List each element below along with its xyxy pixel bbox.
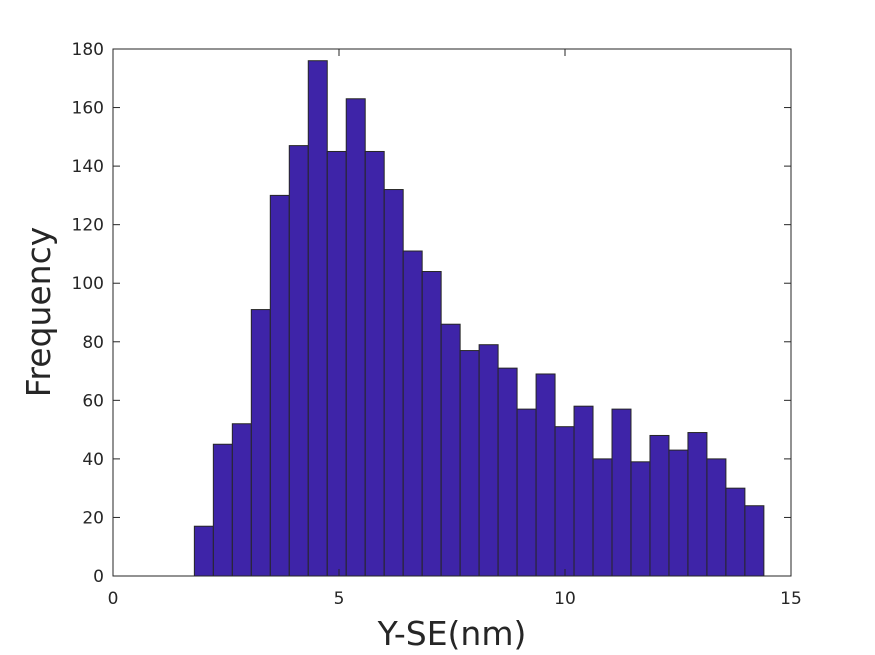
histogram-bar xyxy=(478,344,499,577)
y-axis-ticks: 0 20 40 60 80 100 120 140 160 180 xyxy=(72,40,791,587)
y-tick-label: 0 xyxy=(93,567,104,587)
histogram-bar xyxy=(592,458,613,577)
histogram-bar xyxy=(611,408,632,577)
bars-group xyxy=(193,60,765,577)
axes-frame xyxy=(112,48,792,577)
y-axis-label: Frequency xyxy=(19,227,58,397)
y-tick-label: 80 xyxy=(82,333,104,353)
histogram-bar xyxy=(231,423,252,577)
histogram-bar xyxy=(649,434,670,577)
histogram-bar xyxy=(497,367,518,577)
histogram-bar xyxy=(250,309,271,577)
histogram-bar xyxy=(345,98,366,577)
histogram-bar xyxy=(573,405,594,577)
y-tick-label: 160 xyxy=(72,99,104,119)
histogram-bar xyxy=(364,150,385,577)
x-tick-label: 5 xyxy=(334,589,345,609)
histogram-bar xyxy=(744,505,765,577)
histogram-bar xyxy=(535,373,556,577)
histogram-bar xyxy=(402,250,423,577)
y-tick-label: 120 xyxy=(72,216,104,236)
x-axis-label: Y-SE(nm) xyxy=(377,614,527,653)
x-tick-label: 0 xyxy=(108,589,119,609)
histogram-bar xyxy=(288,145,309,577)
y-tick-label: 20 xyxy=(82,508,104,528)
histogram-bar xyxy=(668,449,689,577)
histogram-bar xyxy=(725,487,746,577)
x-axis-ticks: 0 5 10 15 xyxy=(108,49,802,609)
histogram-bar xyxy=(459,350,480,577)
x-tick-label: 10 xyxy=(554,589,576,609)
y-tick-label: 40 xyxy=(82,450,104,470)
histogram-bar xyxy=(212,443,233,577)
histogram-bar xyxy=(383,189,404,577)
histogram-bar xyxy=(516,408,537,577)
histogram-bar xyxy=(630,461,651,577)
axes-box xyxy=(112,48,792,577)
histogram-bar xyxy=(421,271,442,577)
x-tick-label: 15 xyxy=(780,589,802,609)
histogram-bar xyxy=(307,60,328,577)
y-tick-label: 100 xyxy=(72,274,104,294)
histogram-bar xyxy=(706,458,727,577)
y-tick-label: 60 xyxy=(82,391,104,411)
histogram-bar xyxy=(326,150,347,577)
histogram-bar xyxy=(554,426,575,577)
histogram-bar xyxy=(193,525,214,577)
histogram-bar xyxy=(269,194,290,577)
y-tick-label: 180 xyxy=(72,40,104,60)
y-tick-label: 140 xyxy=(72,157,104,177)
histogram-bar xyxy=(687,432,708,577)
histogram-bar xyxy=(440,323,461,577)
